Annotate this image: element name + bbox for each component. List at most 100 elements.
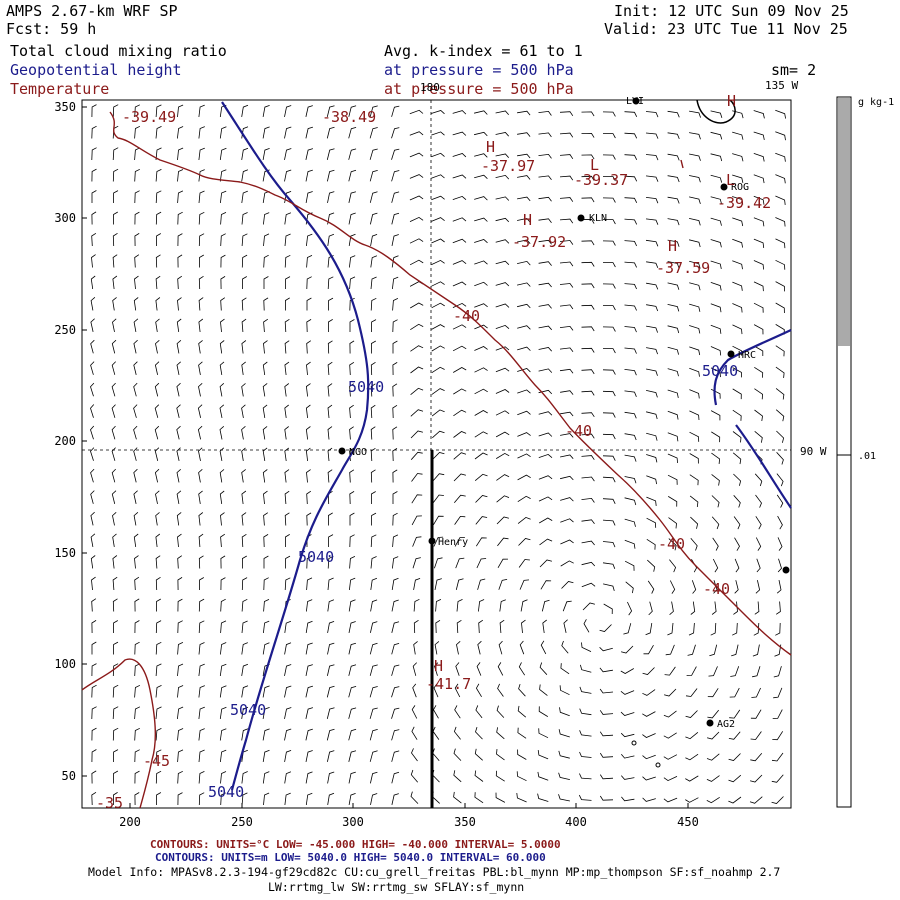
wind-barb (620, 775, 635, 780)
wind-barb (453, 388, 467, 395)
wind-barb (775, 217, 786, 227)
wind-barb (599, 731, 614, 737)
wind-barb (452, 153, 467, 158)
wind-barb (306, 276, 312, 290)
wind-barb (176, 490, 182, 504)
pressure-height: at pressure = 500 hPa (384, 61, 574, 79)
wind-barb (392, 556, 399, 569)
wind-barb (517, 325, 531, 330)
wind-barb (263, 512, 269, 526)
meridian-labels: 180 135 W 90 W (420, 79, 827, 458)
wind-barb (263, 792, 270, 806)
wind-barb (348, 664, 357, 676)
wind-barb (155, 770, 162, 784)
wind-barb (712, 558, 719, 573)
wind-barb (262, 148, 270, 160)
wind-barb (560, 518, 574, 523)
wind-barb (646, 304, 659, 312)
wind-barb (475, 537, 487, 547)
wind-barb (495, 452, 510, 459)
wind-barb (583, 619, 590, 633)
field-cloud-mixing: Total cloud mixing ratio (10, 42, 227, 60)
wind-barb (177, 749, 184, 763)
wind-barb (411, 748, 418, 762)
wind-barb (370, 771, 378, 784)
wind-barb (410, 769, 419, 783)
wind-barb (559, 111, 574, 117)
wind-barb (284, 512, 290, 526)
wind-barb (728, 753, 741, 761)
wind-barb (409, 152, 424, 158)
wind-barb (305, 148, 314, 160)
wind-barb (753, 110, 765, 119)
wind-barb (306, 599, 313, 612)
wind-barb (327, 750, 335, 762)
wind-barb (198, 447, 203, 461)
wind-barb (602, 326, 616, 332)
wind-barb (155, 663, 162, 677)
wind-barb (710, 303, 722, 313)
wind-barb (668, 517, 677, 529)
wind-barb (732, 452, 742, 465)
wind-barb (537, 750, 549, 760)
wind-barb (517, 346, 531, 351)
temp-label: -35 (96, 794, 123, 812)
wind-barb (90, 296, 96, 311)
wind-barb (602, 348, 616, 354)
wind-barb (241, 706, 249, 719)
wind-barb (711, 452, 721, 464)
station-label-kln: KLN (589, 213, 607, 224)
wind-barb (177, 598, 183, 612)
wind-barb (685, 731, 699, 740)
wind-barb (517, 453, 531, 459)
wind-barb (645, 239, 659, 247)
wind-barb (327, 276, 334, 290)
wind-barb (285, 555, 291, 569)
wind-barb (306, 340, 312, 354)
wind-barb (134, 576, 140, 591)
wind-barb (754, 601, 760, 615)
wind-barb (370, 255, 378, 268)
wind-barb (241, 318, 247, 333)
wind-barb (349, 297, 355, 311)
temp-label: -37.92 (512, 233, 566, 251)
wind-barb (432, 769, 440, 783)
wind-barb (689, 453, 699, 464)
wind-barb (431, 195, 445, 201)
wind-barb (284, 148, 292, 160)
wind-barb (452, 174, 467, 179)
wind-barb (349, 534, 355, 548)
wind-barb (369, 642, 378, 655)
wind-barb (155, 728, 162, 741)
wind-barb (602, 176, 616, 182)
wind-barb (452, 281, 467, 287)
wind-barb (454, 705, 461, 719)
wind-barb (392, 491, 398, 504)
wind-barb (624, 132, 638, 139)
wind-barb (369, 191, 378, 203)
wind-barb (112, 598, 118, 612)
temp-label: -40 (703, 580, 730, 598)
wind-barb (687, 644, 696, 656)
wind-barb (220, 792, 226, 806)
wind-barb (176, 361, 181, 375)
wind-barb (647, 580, 655, 594)
wind-barb (516, 771, 527, 782)
wind-barb (624, 347, 637, 354)
wind-barb (581, 261, 595, 267)
wind-barb (409, 131, 424, 136)
wind-barb (669, 601, 674, 616)
wind-barb (579, 773, 592, 780)
wind-barb (433, 705, 439, 719)
wind-barb (431, 238, 445, 244)
wind-barb (753, 238, 765, 248)
wind-barb (177, 577, 183, 591)
wind-barb (219, 169, 227, 182)
wind-barb (474, 260, 488, 265)
wind-barb (177, 254, 183, 268)
wind-barb (306, 512, 312, 526)
wind-barb (432, 452, 445, 460)
wind-barb (455, 662, 460, 676)
wind-barb (241, 104, 249, 117)
wind-barb (154, 361, 160, 375)
